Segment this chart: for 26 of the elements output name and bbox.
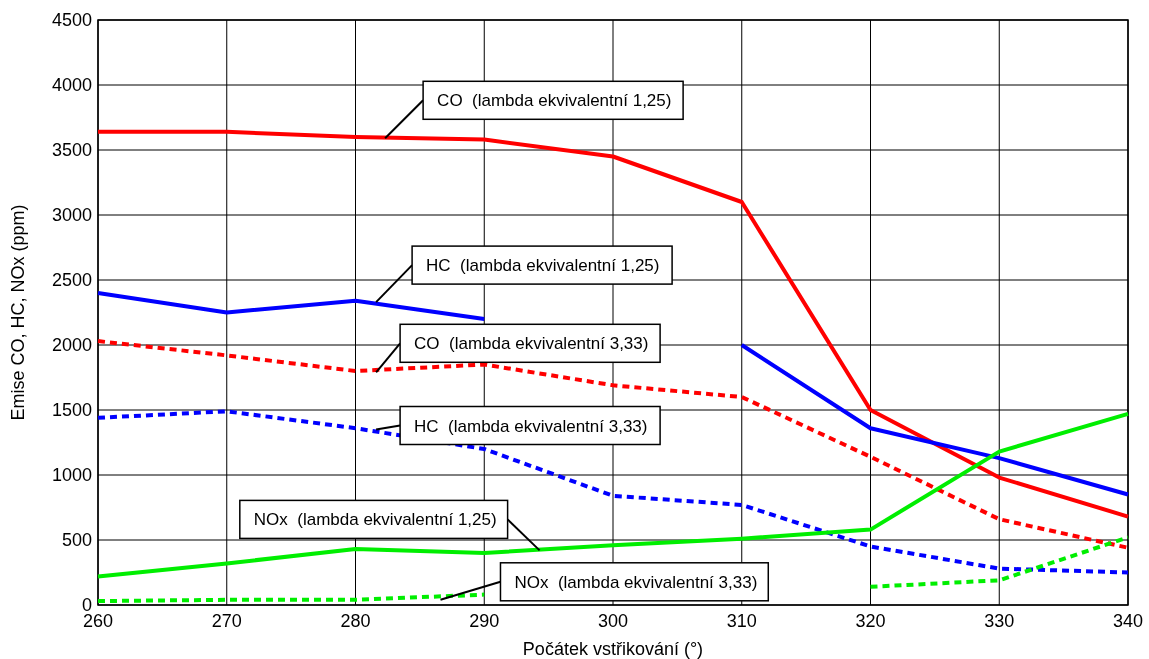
y-tick-label: 1000 bbox=[51, 465, 92, 485]
annotation: NOx (lambda ekvivalentní 1,25) bbox=[253, 510, 497, 530]
x-tick-label: 330 bbox=[984, 611, 1015, 631]
y-tick-label: 2000 bbox=[51, 335, 92, 355]
annotation: CO (lambda ekvivalentní 1,25) bbox=[437, 91, 672, 111]
x-tick-label: 290 bbox=[469, 611, 500, 631]
y-tick-label: 4000 bbox=[51, 75, 92, 95]
y-tick-label: 500 bbox=[61, 530, 92, 550]
x-tick-label: 310 bbox=[726, 611, 757, 631]
annotation: HC (lambda ekvivalentní 3,33) bbox=[414, 416, 648, 436]
annotation: CO (lambda ekvivalentní 3,33) bbox=[414, 334, 649, 354]
y-tick-label: 1500 bbox=[51, 400, 92, 420]
annotation: HC (lambda ekvivalentní 1,25) bbox=[426, 256, 660, 276]
y-tick-label: 3000 bbox=[51, 205, 92, 225]
y-tick-label: 2500 bbox=[51, 270, 92, 290]
x-tick-label: 270 bbox=[211, 611, 242, 631]
line-series bbox=[96, 339, 1130, 550]
y-tick-label: 3500 bbox=[51, 140, 92, 160]
x-axis-title: Počátek vstřikování (°) bbox=[522, 639, 704, 659]
annotation: NOx (lambda ekvivalentní 3,33) bbox=[514, 572, 758, 592]
y-axis-title: Emise CO, HC, NOx (ppm) bbox=[8, 204, 28, 421]
y-tick-label: 4500 bbox=[51, 10, 92, 30]
x-tick-label: 340 bbox=[1112, 611, 1144, 631]
x-tick-label: 320 bbox=[855, 611, 886, 631]
x-tick-label: 280 bbox=[340, 611, 371, 631]
x-tick-label: 300 bbox=[597, 611, 629, 631]
